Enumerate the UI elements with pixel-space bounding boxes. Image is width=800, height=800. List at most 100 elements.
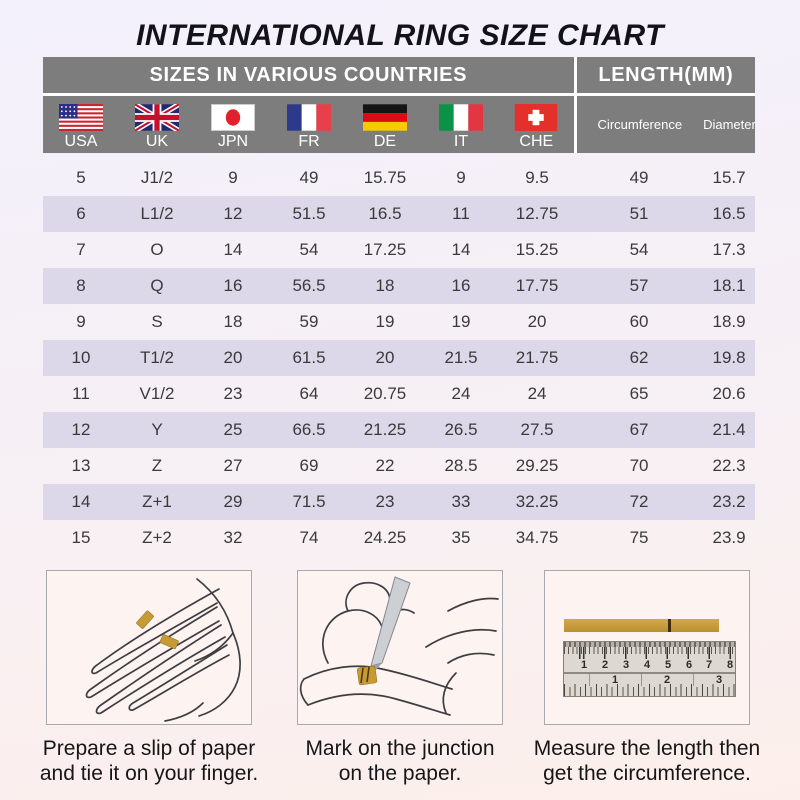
size-cell: 72 [575, 484, 704, 520]
size-cell: 32.25 [499, 484, 576, 520]
size-cell: 21.75 [499, 340, 576, 376]
size-cell: 12 [195, 196, 271, 232]
step3-caption-line2: get the circumference. [543, 762, 751, 785]
table-row: 6 L1/2 12 51.5 16.5 11 12.75 51 16.5 [43, 196, 756, 232]
size-cell: 49 [629, 168, 649, 187]
size-cell: 20 [527, 312, 547, 331]
germany-flag-icon [363, 104, 407, 131]
size-cell: 21.4 [703, 412, 756, 448]
size-cell: 51.5 [271, 196, 347, 232]
size-cell: 29 [195, 484, 271, 520]
size-cell: 67 [575, 412, 704, 448]
size-cell: 56.5 [271, 268, 347, 304]
table-row: 7 O 14 54 17.25 14 15.25 54 17.3 [43, 232, 755, 268]
size-cell: 11 [423, 196, 499, 232]
size-cell: 20 [195, 340, 271, 376]
header-length-mm: LENGTH(MM) [575, 57, 756, 96]
column-usa: USA [43, 94, 119, 153]
ruler-cm-number: 4 [643, 659, 651, 671]
country-label-it: IT [453, 133, 469, 150]
page-title: INTERNATIONAL RING SIZE CHART [136, 19, 664, 52]
size-cell: 16 [195, 268, 271, 304]
size-cell: 18.1 [703, 268, 756, 304]
size-cell: 9 [76, 312, 86, 331]
size-cell: 32 [223, 528, 243, 547]
size-cell: L1/2 [119, 196, 195, 232]
size-cell: 19.8 [703, 340, 756, 376]
size-cell: 65 [629, 384, 649, 403]
size-cell: 16.5 [703, 196, 756, 232]
ruler-mid-line [564, 672, 735, 674]
size-cell: 17.3 [712, 240, 746, 259]
size-cell: V1/2 [139, 384, 175, 403]
size-cell: 35 [451, 528, 471, 547]
step2-caption: Mark on the junction on the paper. [260, 736, 540, 786]
size-cell: 19 [451, 312, 471, 331]
size-cell: J1/2 [140, 168, 174, 187]
ruler-cm-number: 3 [622, 659, 630, 671]
size-cell: 8 [43, 268, 119, 304]
hand-with-paper-slip-icon [85, 578, 241, 722]
country-label-uk: UK [145, 133, 169, 150]
step1-caption-line2: and tie it on your finger. [39, 762, 259, 785]
size-cell: 21.25 [347, 412, 423, 448]
size-cell: 17.25 [363, 240, 407, 259]
size-cell: 71.5 [271, 484, 347, 520]
table-row: 9 S 18 59 19 19 20 60 18.9 [43, 304, 755, 340]
usa-flag-icon [59, 104, 103, 131]
ruler-inch-number: 2 [663, 674, 671, 686]
size-cell: 49 [299, 168, 319, 187]
column-it: IT [423, 94, 499, 153]
size-cell: 62 [575, 340, 704, 376]
column-jpn: JPN [195, 94, 271, 153]
step2-illustration-panel [297, 570, 503, 725]
ruler-cm-number: 7 [705, 659, 713, 671]
size-cell: 23 [223, 384, 243, 403]
size-cell: 34.75 [515, 528, 559, 547]
step3-caption: Measure the length then get the circumfe… [507, 736, 787, 786]
step3-illustration-panel: 1 2 3 4 5 6 7 8 1 2 3 [544, 570, 750, 725]
column-uk: UK [119, 94, 195, 153]
size-cell: 7 [76, 240, 86, 259]
size-cell: 22 [375, 456, 395, 475]
country-label-che: CHE [519, 133, 554, 150]
size-cell: 12 [43, 412, 119, 448]
size-cell: 12.75 [499, 196, 576, 232]
italy-flag-icon [439, 104, 483, 131]
size-cell: 75 [629, 528, 649, 547]
size-cell: 60 [629, 312, 649, 331]
table-row: 5 J1/2 9 49 15.75 9 9.5 49 15.7 [43, 160, 755, 196]
size-cell: T1/2 [119, 340, 195, 376]
table-row: 15 Z+2 32 74 24.25 35 34.75 75 23.9 [43, 520, 755, 556]
size-cell: 18.9 [712, 312, 746, 331]
size-cell: Q [119, 268, 195, 304]
step1-caption-line1: Prepare a slip of paper [42, 737, 256, 760]
step1-illustration-panel [46, 570, 252, 725]
ruler-inch-number: 1 [611, 674, 619, 686]
size-cell: 66.5 [271, 412, 347, 448]
size-cell: 27 [223, 456, 243, 475]
ruler-edge [564, 642, 735, 647]
size-cell: 29.25 [515, 456, 559, 475]
column-fr: FR [271, 94, 347, 153]
country-label-usa: USA [64, 133, 98, 150]
size-cell: Z+2 [142, 528, 172, 547]
ruler-inch-separator [589, 674, 590, 686]
size-cell: 64 [299, 384, 319, 403]
size-cell: 15 [71, 528, 91, 547]
size-cell: 69 [299, 456, 319, 475]
size-cell: 21.5 [423, 340, 499, 376]
ruler-inch-number: 3 [715, 674, 723, 686]
size-cell: 15.75 [363, 168, 407, 187]
table-row: 8 Q 16 56.5 18 16 17.75 57 18.1 [43, 268, 756, 304]
size-cell: 33 [423, 484, 499, 520]
size-cell: 54 [299, 240, 319, 259]
table-row: 10 T1/2 20 61.5 20 21.5 21.75 62 19.8 [43, 340, 756, 376]
strip-mark [668, 619, 671, 632]
size-cell: Z [151, 456, 163, 475]
header-sizes-in-various-countries: SIZES IN VARIOUS COUNTRIES [43, 57, 577, 96]
size-cell: 61.5 [271, 340, 347, 376]
size-cell: Y [119, 412, 195, 448]
size-cell: 24 [527, 384, 547, 403]
ruler: 1 2 3 4 5 6 7 8 1 2 3 [563, 641, 736, 697]
